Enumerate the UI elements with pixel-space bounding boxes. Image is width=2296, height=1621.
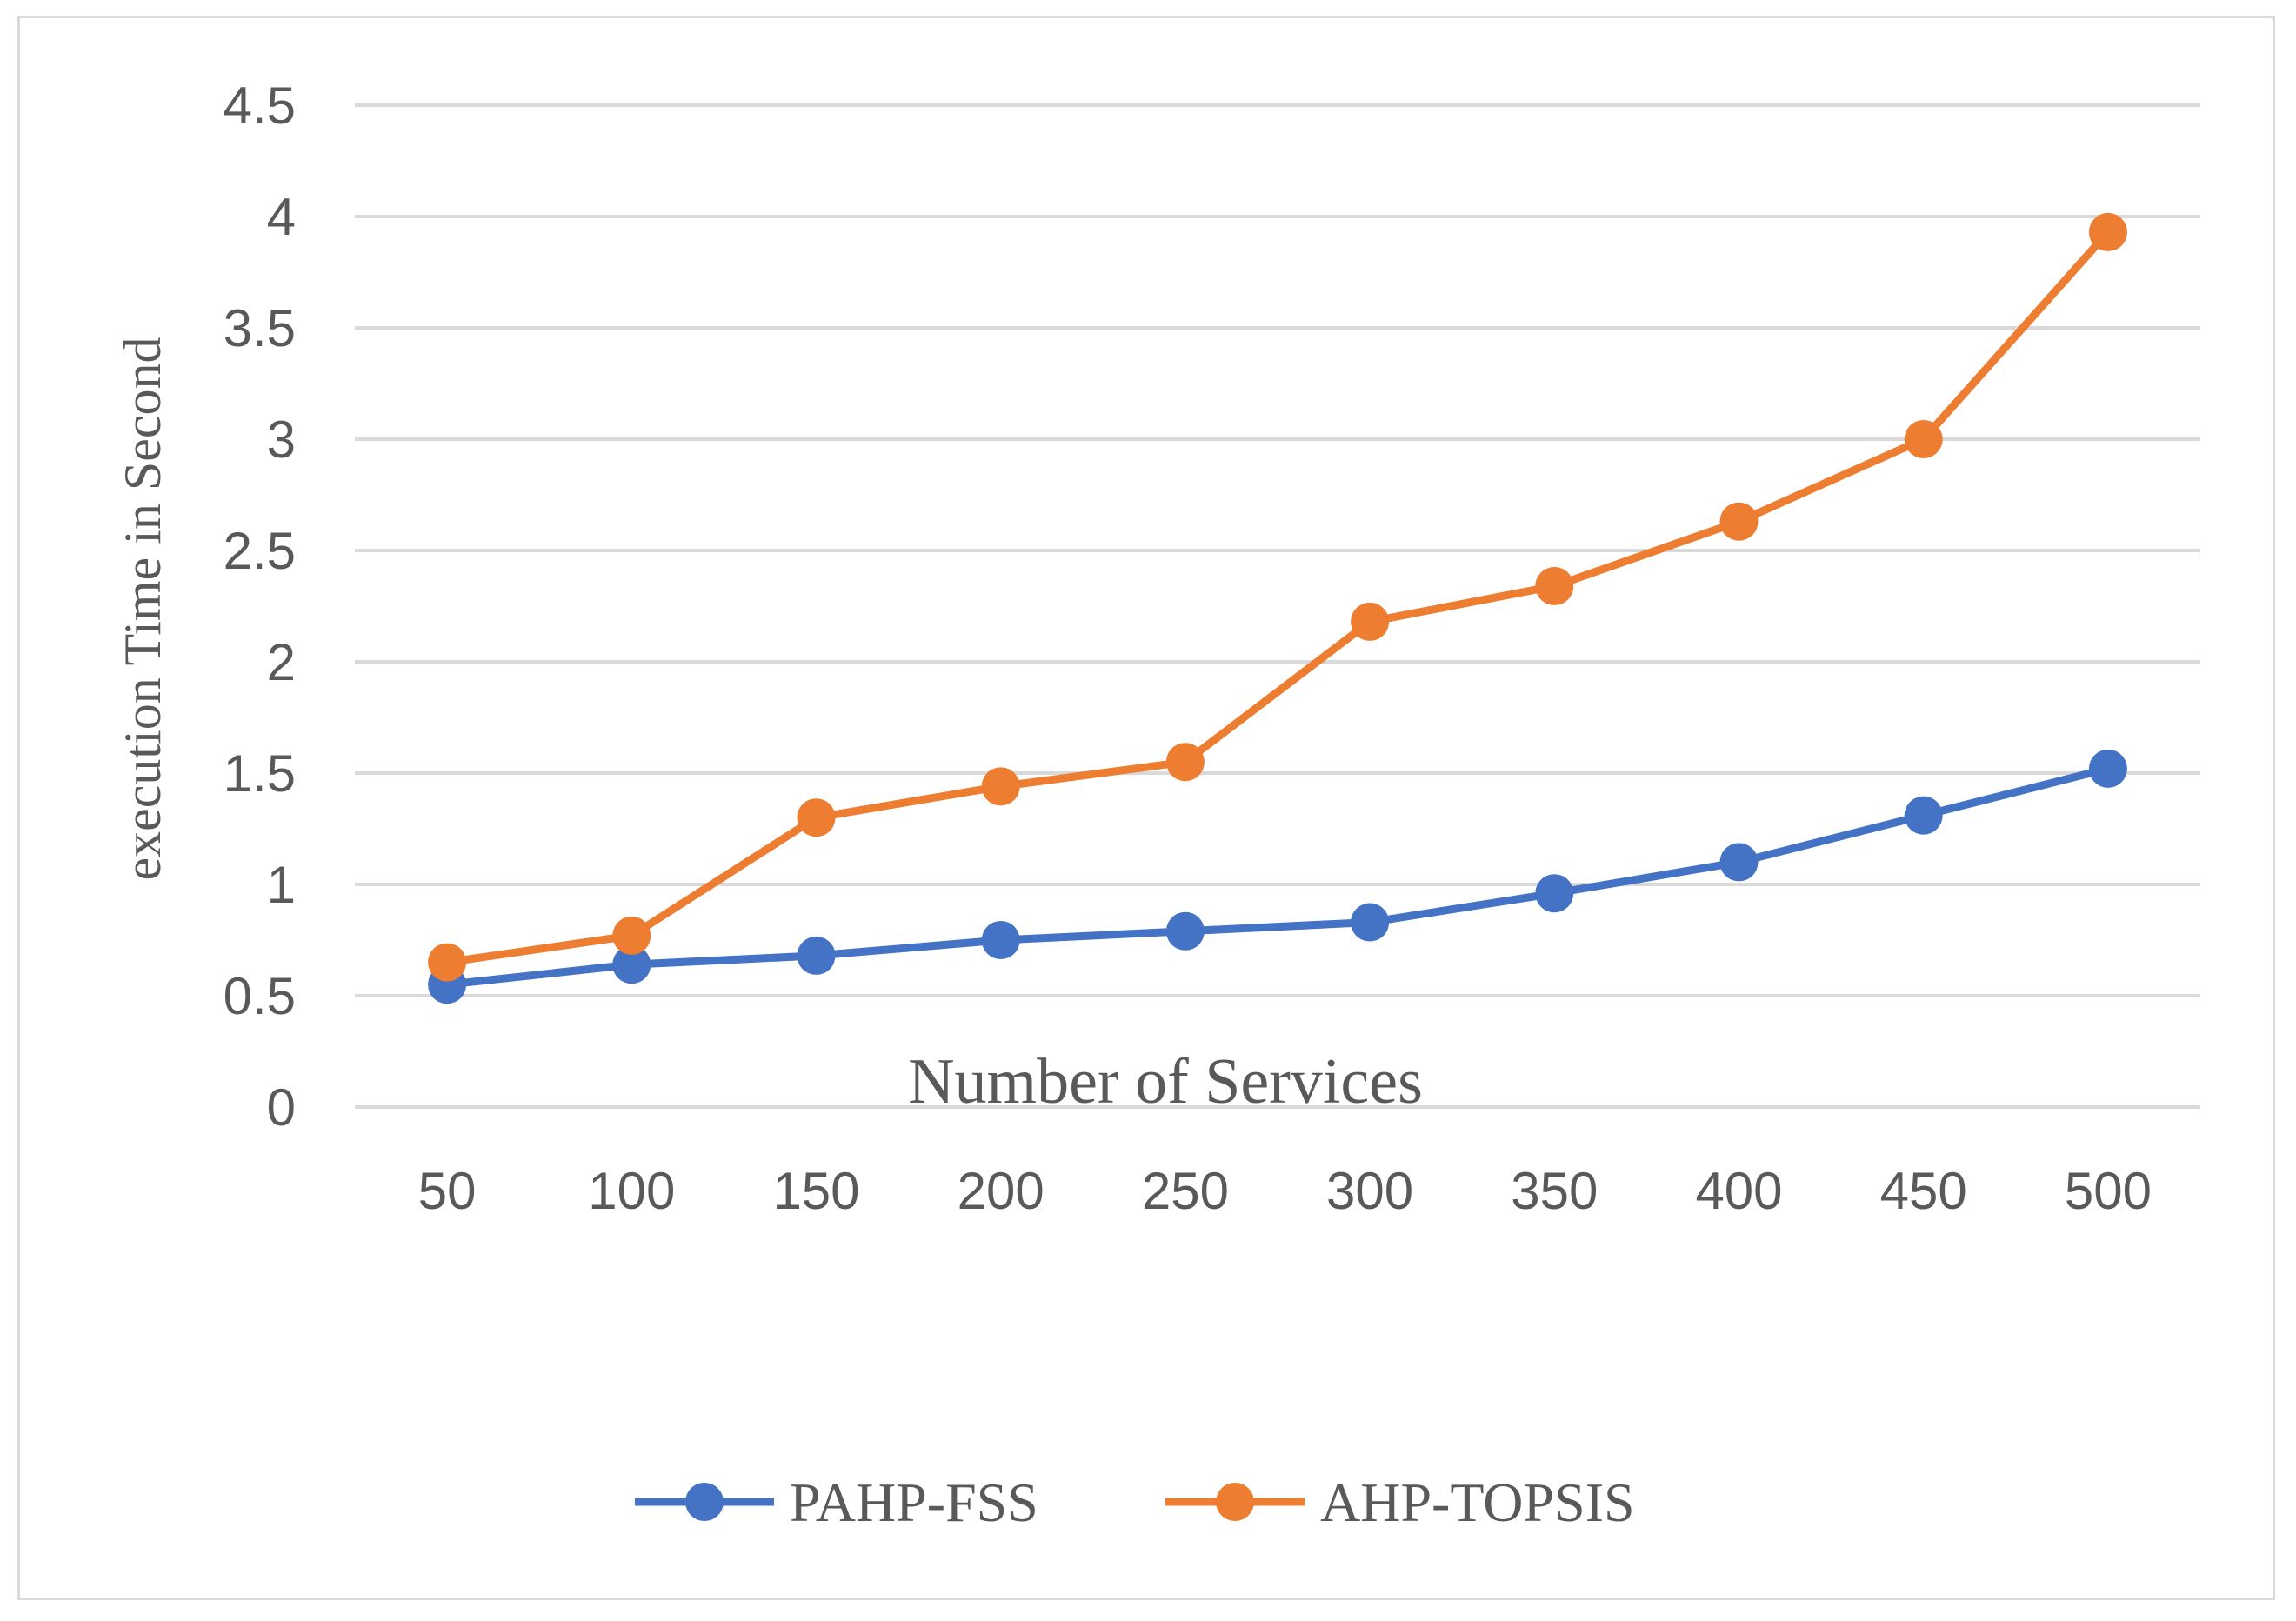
data-point [612, 945, 651, 984]
y-tick-label: 1 [267, 856, 296, 914]
y-axis-title: execution Time in Second [114, 337, 171, 881]
legend-item: AHP-TOPSIS [1165, 1471, 1635, 1533]
y-tick-label: 3.5 [224, 299, 296, 357]
x-tick-label: 200 [958, 1162, 1045, 1220]
legend: PAHP-FSS AHP-TOPSIS [635, 1471, 1635, 1533]
series-AHP-TOPSIS [428, 212, 2127, 982]
data-point [1904, 420, 1943, 458]
data-point [428, 943, 467, 982]
legend-item: PAHP-FSS [635, 1471, 1038, 1533]
data-point [2088, 749, 2127, 788]
x-tick-label: 300 [1326, 1162, 1413, 1220]
y-tick-label: 1.5 [224, 744, 296, 803]
data-point [981, 767, 1020, 806]
data-point [1351, 602, 1390, 641]
legend-marker [1216, 1483, 1254, 1521]
series-layer [428, 212, 2127, 1004]
x-tick-label: 350 [1511, 1162, 1598, 1220]
data-point [1535, 566, 1574, 605]
legend-label: PAHP-FSS [790, 1471, 1038, 1533]
x-tick-label: 150 [772, 1162, 859, 1220]
chart-frame [17, 16, 2275, 1600]
series-line [443, 228, 2112, 967]
x-tick-label: 500 [2065, 1162, 2152, 1220]
data-point [981, 921, 1020, 959]
y-tick-label: 4.5 [224, 77, 296, 135]
y-tick-label: 2.5 [224, 522, 296, 580]
data-point [612, 916, 651, 955]
legend-marker [685, 1483, 724, 1521]
y-tick-label: 2 [267, 633, 296, 691]
legend-label: AHP-TOPSIS [1320, 1471, 1635, 1533]
y-axis-ticks: 0 0.5 1 1.5 2 2.5 3 3.5 4 4.5 [224, 77, 296, 1137]
x-tick-label: 50 [418, 1162, 477, 1220]
y-tick-label: 0.5 [224, 967, 296, 1025]
x-tick-label: 450 [1880, 1162, 1967, 1220]
data-point [1904, 796, 1943, 835]
y-tick-label: 0 [267, 1078, 296, 1137]
series-PAHP-FSS [428, 749, 2127, 1004]
data-point [1351, 903, 1390, 942]
x-axis-title: Number of Services [908, 1046, 1423, 1117]
x-tick-label: 250 [1142, 1162, 1229, 1220]
data-point [2088, 212, 2127, 251]
data-point [797, 936, 836, 975]
data-point [1165, 743, 1205, 782]
series-line [443, 764, 2112, 989]
data-point [1535, 874, 1574, 913]
data-point [1719, 502, 1759, 541]
x-axis-ticks: 50 100 150 200 250 300 350 400 450 500 [418, 1162, 2152, 1220]
data-point [1165, 911, 1205, 951]
y-tick-label: 4 [267, 188, 296, 246]
data-point [797, 798, 836, 837]
data-point [1719, 843, 1759, 882]
x-tick-label: 400 [1695, 1162, 1782, 1220]
y-tick-label: 3 [267, 410, 296, 469]
x-tick-label: 100 [588, 1162, 675, 1220]
gridlines [355, 103, 2200, 1109]
